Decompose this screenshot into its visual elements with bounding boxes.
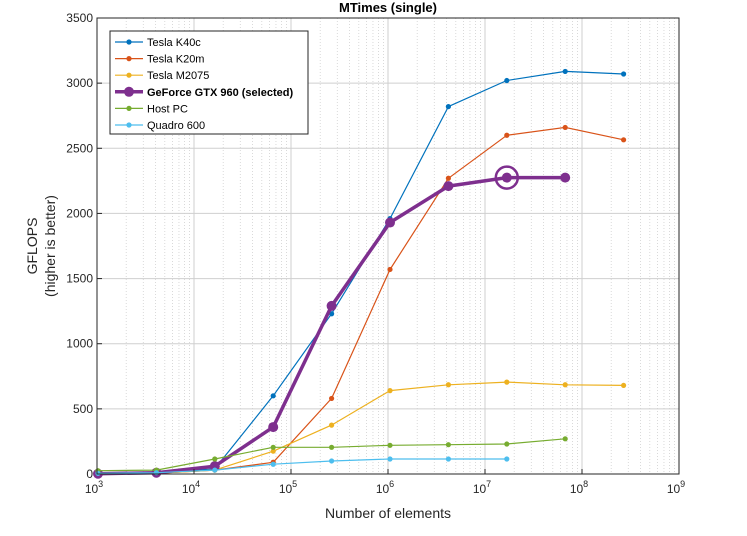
legend-swatch-marker [126,56,132,62]
x-tick-label: 104 [182,479,200,496]
y-tick-label: 0 [86,467,93,481]
legend-label: GeForce GTX 960 (selected) [147,87,293,99]
data-point [620,71,627,77]
x-tick-label: 107 [473,479,491,496]
data-point [212,456,218,462]
data-point [562,68,568,75]
legend-swatch-marker [126,105,132,111]
data-point [328,444,335,450]
y-tick-label: 1000 [66,337,93,351]
data-point [560,172,571,183]
y-tick-label: 3000 [66,76,93,90]
y-tick-label: 500 [73,402,93,416]
highlight-marker [494,165,520,190]
data-point [562,124,568,131]
legend-label: Tesla K20m [147,54,204,66]
data-point [95,470,101,476]
data-point [445,456,451,462]
data-point [445,103,451,110]
data-point [620,137,627,143]
data-point [384,217,395,228]
legend-label: Tesla K40c [147,37,201,49]
legend-item: Tesla K20m [115,54,204,66]
legend-item: Quadro 600 [115,120,205,132]
data-point [504,456,510,462]
data-point [620,382,627,389]
data-point [387,442,393,448]
legend-swatch-marker [126,122,132,128]
data-point [270,393,276,399]
data-point [504,132,510,138]
y-tick-label: 3500 [66,11,93,25]
tick-layer: 0 500 1000 1500 2000 2500 3000 3500 103 104 105 106… [66,11,685,496]
data-point [562,436,568,442]
data-point [445,175,451,181]
legend: Tesla K40c Tesla K20m Tesla M2075 GeForce G… [109,30,309,135]
data-point [270,461,276,467]
legend-swatch-marker [126,72,132,78]
data-point [328,395,335,402]
series-line [97,458,507,474]
x-axis-title: Number of elements [325,505,451,521]
y-tick-label: 1500 [66,272,93,286]
data-point [387,456,393,462]
data-point [328,458,335,464]
data-point [387,266,393,273]
chart-title: MTimes (single) [339,0,437,15]
legend-item: Tesla K40c [115,37,201,49]
data-point [562,382,568,388]
y-tick-label: 2000 [66,206,93,220]
data-point [268,422,279,433]
legend-label: Quadro 600 [147,120,205,132]
x-tick-label: 109 [667,479,685,496]
legend-item: Host PC [115,103,188,115]
data-point [445,382,451,388]
data-point [504,441,510,447]
data-point [212,467,218,473]
data-point [504,379,510,385]
data-point [326,300,337,311]
data-point [501,172,512,183]
data-point [445,442,451,448]
y-tick-label: 2500 [66,141,93,155]
legend-label: Host PC [147,103,188,115]
data-point [153,470,159,476]
x-tick-label: 103 [85,479,103,496]
legend-item: Tesla M2075 [115,70,209,82]
legend-box [109,30,309,135]
y-axis-subtitle: (higher is better) [42,195,58,297]
legend-item: GeForce GTX 960 (selected) [115,86,293,99]
data-point [443,181,454,192]
x-tick-label: 106 [376,479,394,496]
data-point [270,444,276,450]
legend-swatch-marker [126,39,132,45]
data-point [387,388,393,394]
data-point [504,77,510,84]
x-tick-label: 105 [279,479,297,496]
x-tick-label: 108 [570,479,588,496]
legend-swatch-marker [124,86,134,97]
y-axis-title: GFLOPS [24,218,40,275]
data-point [328,422,335,428]
series-layer [92,68,627,479]
series-5 [95,456,510,476]
data-point [270,448,276,454]
legend-label: Tesla M2075 [147,70,209,82]
data-point [209,461,220,472]
